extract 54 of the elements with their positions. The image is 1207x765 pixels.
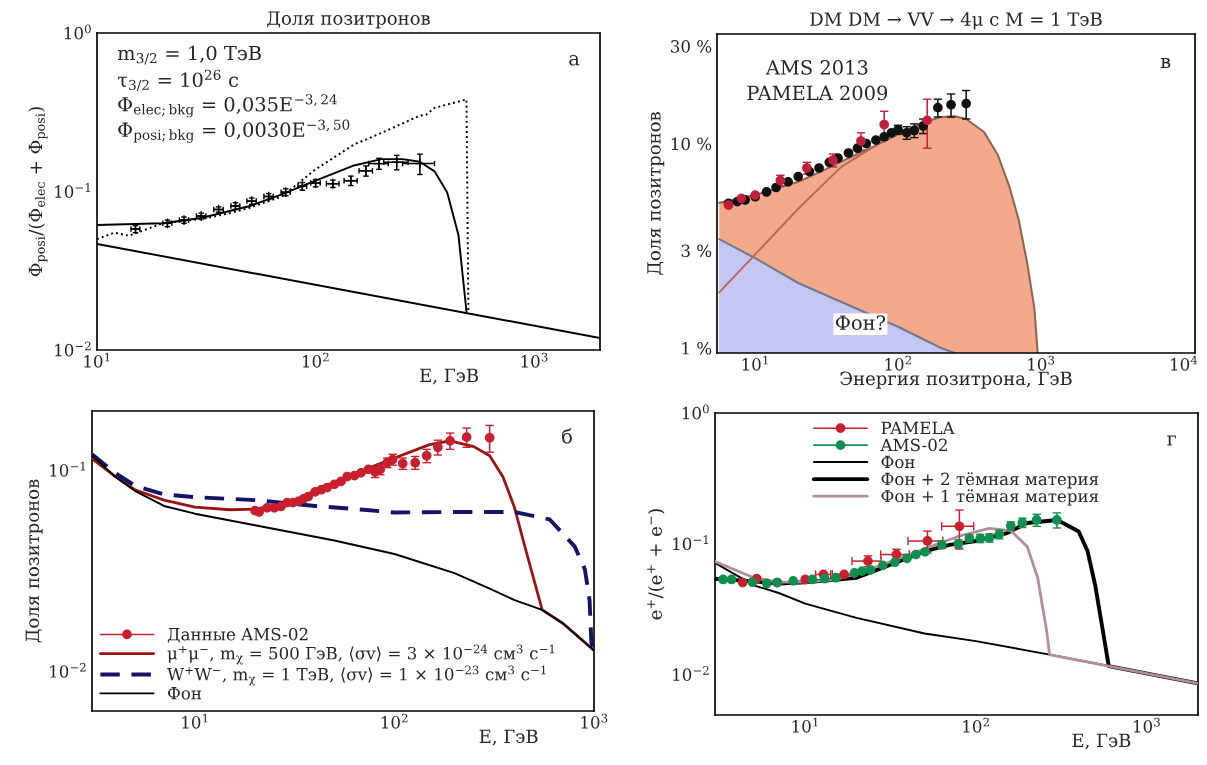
- chart-title: Доля позитронов: [267, 11, 430, 29]
- legend-label: AMS-02: [880, 438, 947, 452]
- text: W$^{+}$W$^{−}$, m$_{χ}$ = 1 ТэВ, ⟨σv⟩ = 1 × 10$^{−23}$ см$^{3}$ с$^{−1}$: [167, 665, 546, 686]
- annotation: AMS 2013: [765, 60, 868, 75]
- x-tick-label: 10$^{3}$: [1133, 717, 1160, 733]
- x-tick-label: 10$^{3}$: [581, 713, 608, 729]
- x-axis-title: E, ГэВ: [1072, 733, 1131, 750]
- y-tick-label: 3 %: [681, 244, 712, 258]
- x-tick-label: 10$^{3}$: [521, 352, 548, 368]
- y-tick-label: 10$^{−1}$: [673, 535, 709, 551]
- legend-label: Данные AMS-02: [167, 627, 308, 643]
- legend-label: PAMELA: [881, 421, 955, 434]
- x-tick-label: 10$^{4}$: [1171, 355, 1198, 371]
- y-tick-label: 10$^{−1}$: [50, 461, 86, 477]
- annotation: б: [562, 428, 572, 444]
- y-axis-title: Φ$_{posi}$/(Φ$_{elec}$ + Φ$_{posi}$): [28, 107, 48, 277]
- x-tick-label: 10$^{2}$: [963, 717, 989, 733]
- annotation: а: [569, 54, 580, 66]
- x-tick-label: 10$^{2}$: [302, 352, 329, 368]
- y-tick-label: 10$^{0}$: [64, 24, 91, 40]
- legend-label: Фон: [167, 687, 202, 700]
- x-axis-title: E, ГэВ: [479, 729, 538, 746]
- annotation: г: [1167, 435, 1176, 446]
- x-axis-title: Энергия позитрона, ГэВ: [840, 371, 1072, 389]
- annotation: Фон?: [835, 315, 886, 330]
- annotation: τ$_{3/2}$ = 10$^{26}$ с: [117, 69, 239, 92]
- chart-title: DM DM → VV → 4μ с M = 1 ТэВ: [810, 12, 1102, 30]
- x-tick-label: 10$^{2}$: [381, 713, 408, 729]
- y-tick-label: 10$^{−2}$: [673, 665, 709, 681]
- x-tick-label: 10$^{1}$: [84, 352, 110, 368]
- text: μ$^{+}$μ$^{−}$, m$_{χ}$ = 500 ГэВ, ⟨σv⟩ = 3 × 10$^{−24}$ см$^{3}$ с$^{−1}$: [167, 644, 555, 665]
- y-axis-title: Доля позитронов: [647, 112, 665, 275]
- y-axis-title: Доля позитронов: [25, 479, 43, 643]
- y-tick-label: 10 %: [671, 137, 712, 151]
- annotation: Φ$_{posi;bkg}$ = 0,0030E$^{−3,50}$: [118, 119, 350, 143]
- legend-label: Фон + 2 тёмная материя: [881, 472, 1099, 489]
- annotation: PAMELA 2009: [747, 85, 888, 101]
- x-tick-label: 10$^{2}$: [885, 355, 912, 371]
- legend-label: Фон + 1 тёмная материя: [881, 489, 1099, 506]
- x-tick-label: 10$^{1}$: [792, 717, 818, 733]
- y-tick-label: 10$^{−1}$: [55, 183, 91, 198]
- annotation: Φ$_{elec;bkg}$ = 0,035E$^{−3,24}$: [118, 94, 337, 118]
- y-tick-label: 10$^{0}$: [682, 404, 709, 420]
- annotation: в: [1160, 57, 1171, 69]
- y-tick-label: 30 %: [671, 40, 712, 53]
- y-tick-label: 1 %: [682, 341, 712, 355]
- x-axis-title: E, ГэВ: [420, 368, 478, 385]
- x-tick-label: 10$^{1}$: [742, 355, 768, 371]
- y-axis-title: e$^{+}$/(e$^{+}$ + e$^{−}$): [647, 509, 665, 620]
- annotation: m$_{3/2}$ = 1,0 ТэВ: [117, 45, 261, 65]
- x-tick-label: 10$^{1}$: [182, 713, 208, 729]
- legend-label: Фон: [881, 455, 915, 469]
- y-tick-label: 10$^{−2}$: [50, 662, 86, 678]
- x-tick-label: 10$^{3}$: [1028, 355, 1055, 371]
